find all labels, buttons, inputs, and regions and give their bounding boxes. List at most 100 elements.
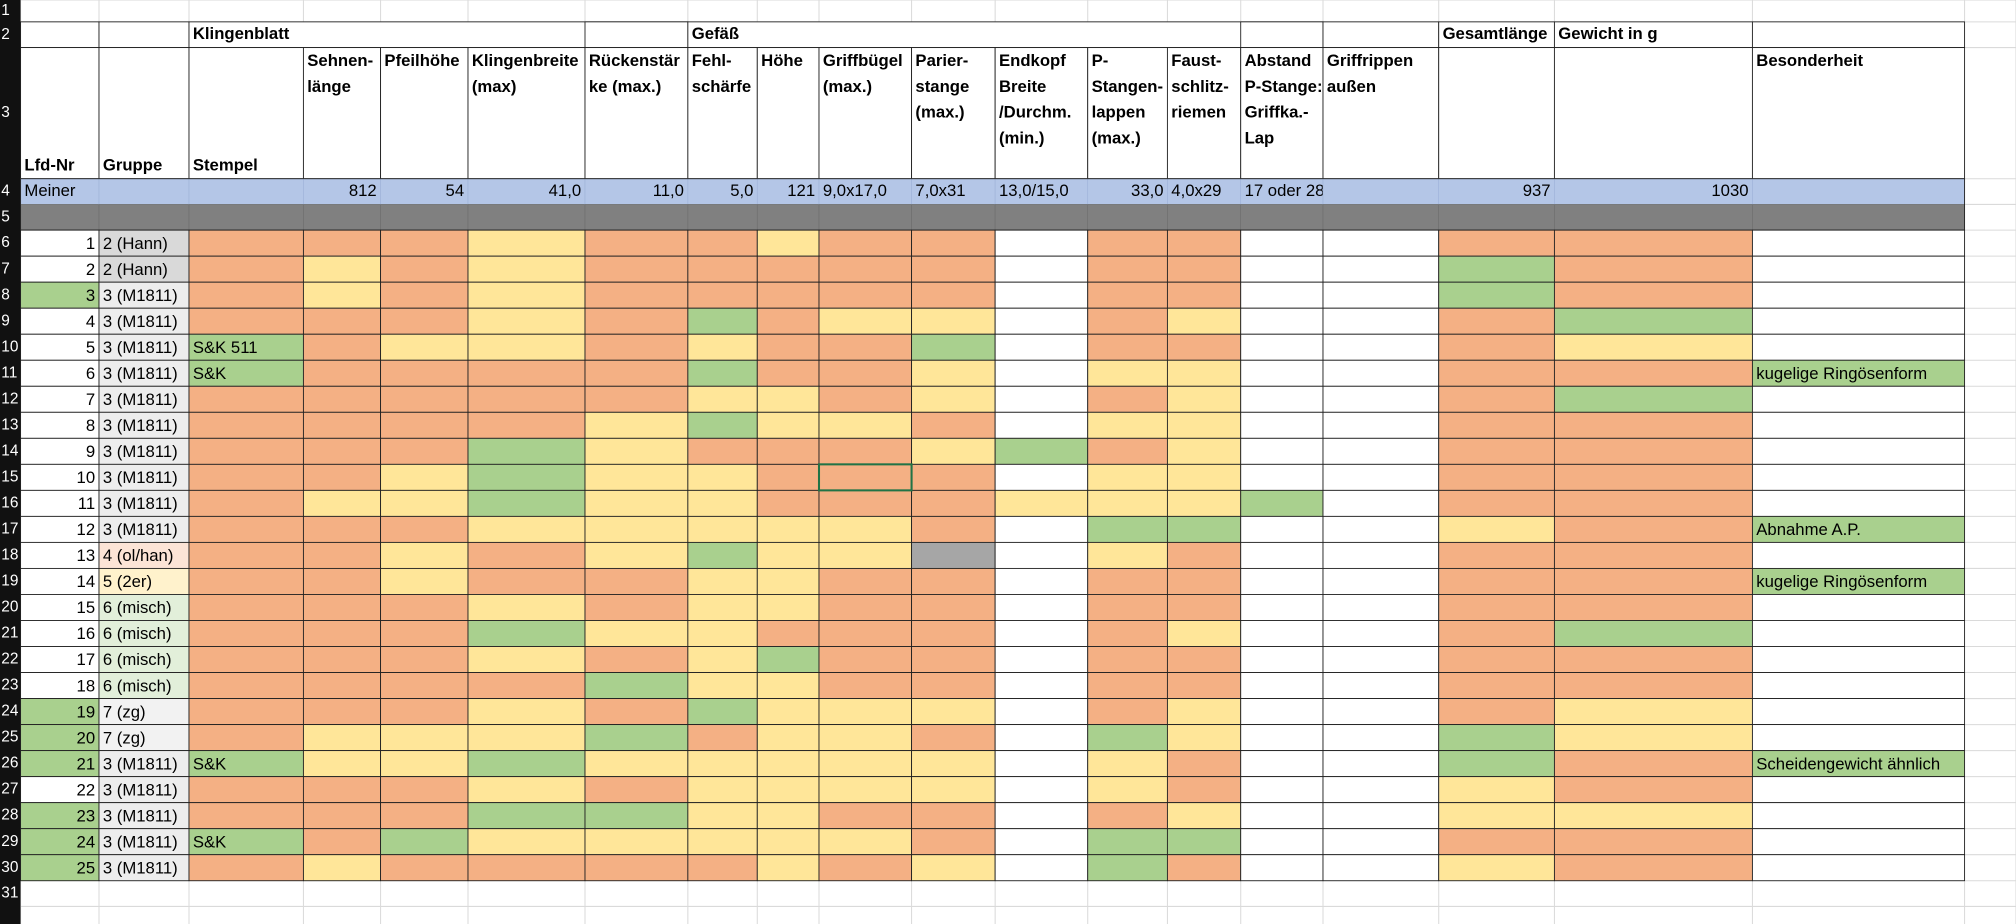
data-cell bbox=[380, 411, 469, 439]
data-cell bbox=[1240, 307, 1324, 335]
data-cell bbox=[1553, 776, 1753, 804]
data-cell bbox=[994, 828, 1089, 856]
data-cell bbox=[687, 620, 758, 647]
data-cell bbox=[584, 776, 689, 804]
data-cell bbox=[584, 646, 689, 673]
data-cell bbox=[994, 724, 1089, 752]
data-cell bbox=[584, 854, 689, 882]
cell-text: 10 bbox=[77, 468, 96, 487]
data-cell bbox=[20, 333, 100, 361]
data-cell bbox=[584, 463, 689, 491]
data-cell bbox=[911, 463, 996, 491]
data-cell bbox=[98, 776, 190, 804]
data-cell bbox=[188, 281, 304, 309]
selected-cell[interactable] bbox=[817, 463, 913, 492]
data-cell bbox=[302, 854, 382, 882]
data-cell bbox=[1166, 776, 1242, 804]
column-header: Griffbügel bbox=[823, 51, 903, 70]
data-cell bbox=[302, 229, 382, 257]
cell-text: kugelige Ringösenform bbox=[1756, 364, 1927, 383]
data-cell bbox=[818, 802, 913, 830]
data-cell bbox=[911, 437, 996, 465]
column-header: stange bbox=[915, 77, 969, 96]
data-cell bbox=[1322, 802, 1440, 830]
data-cell bbox=[911, 828, 996, 856]
cell-text: 3 (M1811) bbox=[103, 494, 178, 513]
data-cell bbox=[20, 802, 100, 830]
column-header: (min.) bbox=[999, 128, 1044, 147]
data-cell bbox=[687, 646, 758, 673]
data-cell bbox=[756, 698, 820, 726]
data-cell bbox=[911, 646, 996, 673]
data-cell bbox=[1438, 776, 1555, 804]
cell-text: 7 (zg) bbox=[103, 728, 146, 747]
data-cell bbox=[467, 333, 586, 361]
data-cell bbox=[756, 515, 820, 543]
data-cell bbox=[818, 333, 913, 361]
data-cell bbox=[467, 385, 586, 413]
data-cell bbox=[188, 489, 304, 517]
data-cell bbox=[1240, 281, 1324, 309]
data-cell bbox=[302, 333, 382, 361]
data-cell bbox=[1166, 333, 1242, 361]
data-cell bbox=[1438, 750, 1555, 778]
row-number: 30 bbox=[1, 859, 18, 876]
data-cell bbox=[1166, 646, 1242, 673]
cell-text: 6 (misch) bbox=[103, 624, 172, 643]
reference-value: 33,0 bbox=[1131, 181, 1164, 200]
data-cell bbox=[467, 672, 586, 700]
data-cell bbox=[1322, 567, 1440, 595]
column-header: Besonderheit bbox=[1756, 51, 1863, 70]
data-cell bbox=[818, 281, 913, 309]
data-cell bbox=[302, 672, 382, 700]
data-cell bbox=[467, 620, 586, 647]
data-cell bbox=[994, 646, 1089, 673]
data-cell bbox=[756, 411, 820, 439]
data-cell bbox=[1438, 672, 1555, 700]
separator-cell bbox=[994, 204, 1089, 231]
column-header-cell bbox=[584, 47, 689, 180]
data-cell bbox=[1166, 281, 1242, 309]
column-header: Breite bbox=[999, 77, 1046, 96]
data-cell bbox=[1322, 463, 1440, 491]
data-cell bbox=[1166, 463, 1242, 491]
reference-value: 17 oder 28 bbox=[1245, 181, 1325, 200]
column-header: Lap bbox=[1245, 128, 1275, 147]
data-cell bbox=[98, 802, 190, 830]
data-cell bbox=[687, 594, 758, 621]
row-number: 31 bbox=[1, 885, 18, 902]
data-cell bbox=[994, 672, 1089, 700]
row-number: 7 bbox=[1, 260, 10, 277]
row-number: 1 bbox=[1, 2, 10, 19]
cell-text: Abnahme A.P. bbox=[1756, 520, 1861, 539]
data-cell bbox=[188, 620, 304, 647]
column-header: außen bbox=[1327, 77, 1376, 96]
reference-value: 11,0 bbox=[653, 181, 684, 200]
data-cell bbox=[1087, 541, 1168, 569]
data-cell bbox=[467, 828, 586, 856]
data-cell bbox=[188, 724, 304, 752]
data-cell bbox=[1553, 281, 1753, 309]
data-cell bbox=[302, 255, 382, 283]
data-cell bbox=[1553, 437, 1753, 465]
cell-text: S&K 511 bbox=[193, 338, 258, 357]
cell-text: 15 bbox=[77, 598, 96, 617]
data-cell bbox=[1751, 281, 1966, 309]
data-cell bbox=[1553, 359, 1753, 387]
data-cell bbox=[1166, 541, 1242, 569]
group-header: Gefäß bbox=[692, 24, 739, 43]
data-cell bbox=[1087, 646, 1168, 673]
data-cell bbox=[1751, 724, 1966, 752]
data-cell bbox=[1322, 385, 1440, 413]
data-cell bbox=[818, 567, 913, 595]
group-header-cell bbox=[1553, 21, 1753, 49]
data-cell bbox=[756, 776, 820, 804]
data-cell bbox=[188, 411, 304, 439]
data-cell bbox=[1240, 541, 1324, 569]
column-header-cell bbox=[994, 47, 1089, 180]
data-cell bbox=[687, 307, 758, 335]
data-cell bbox=[1322, 489, 1440, 517]
data-cell bbox=[994, 437, 1089, 465]
data-cell bbox=[20, 672, 100, 700]
group-header: Gesamtlänge bbox=[1443, 24, 1548, 43]
